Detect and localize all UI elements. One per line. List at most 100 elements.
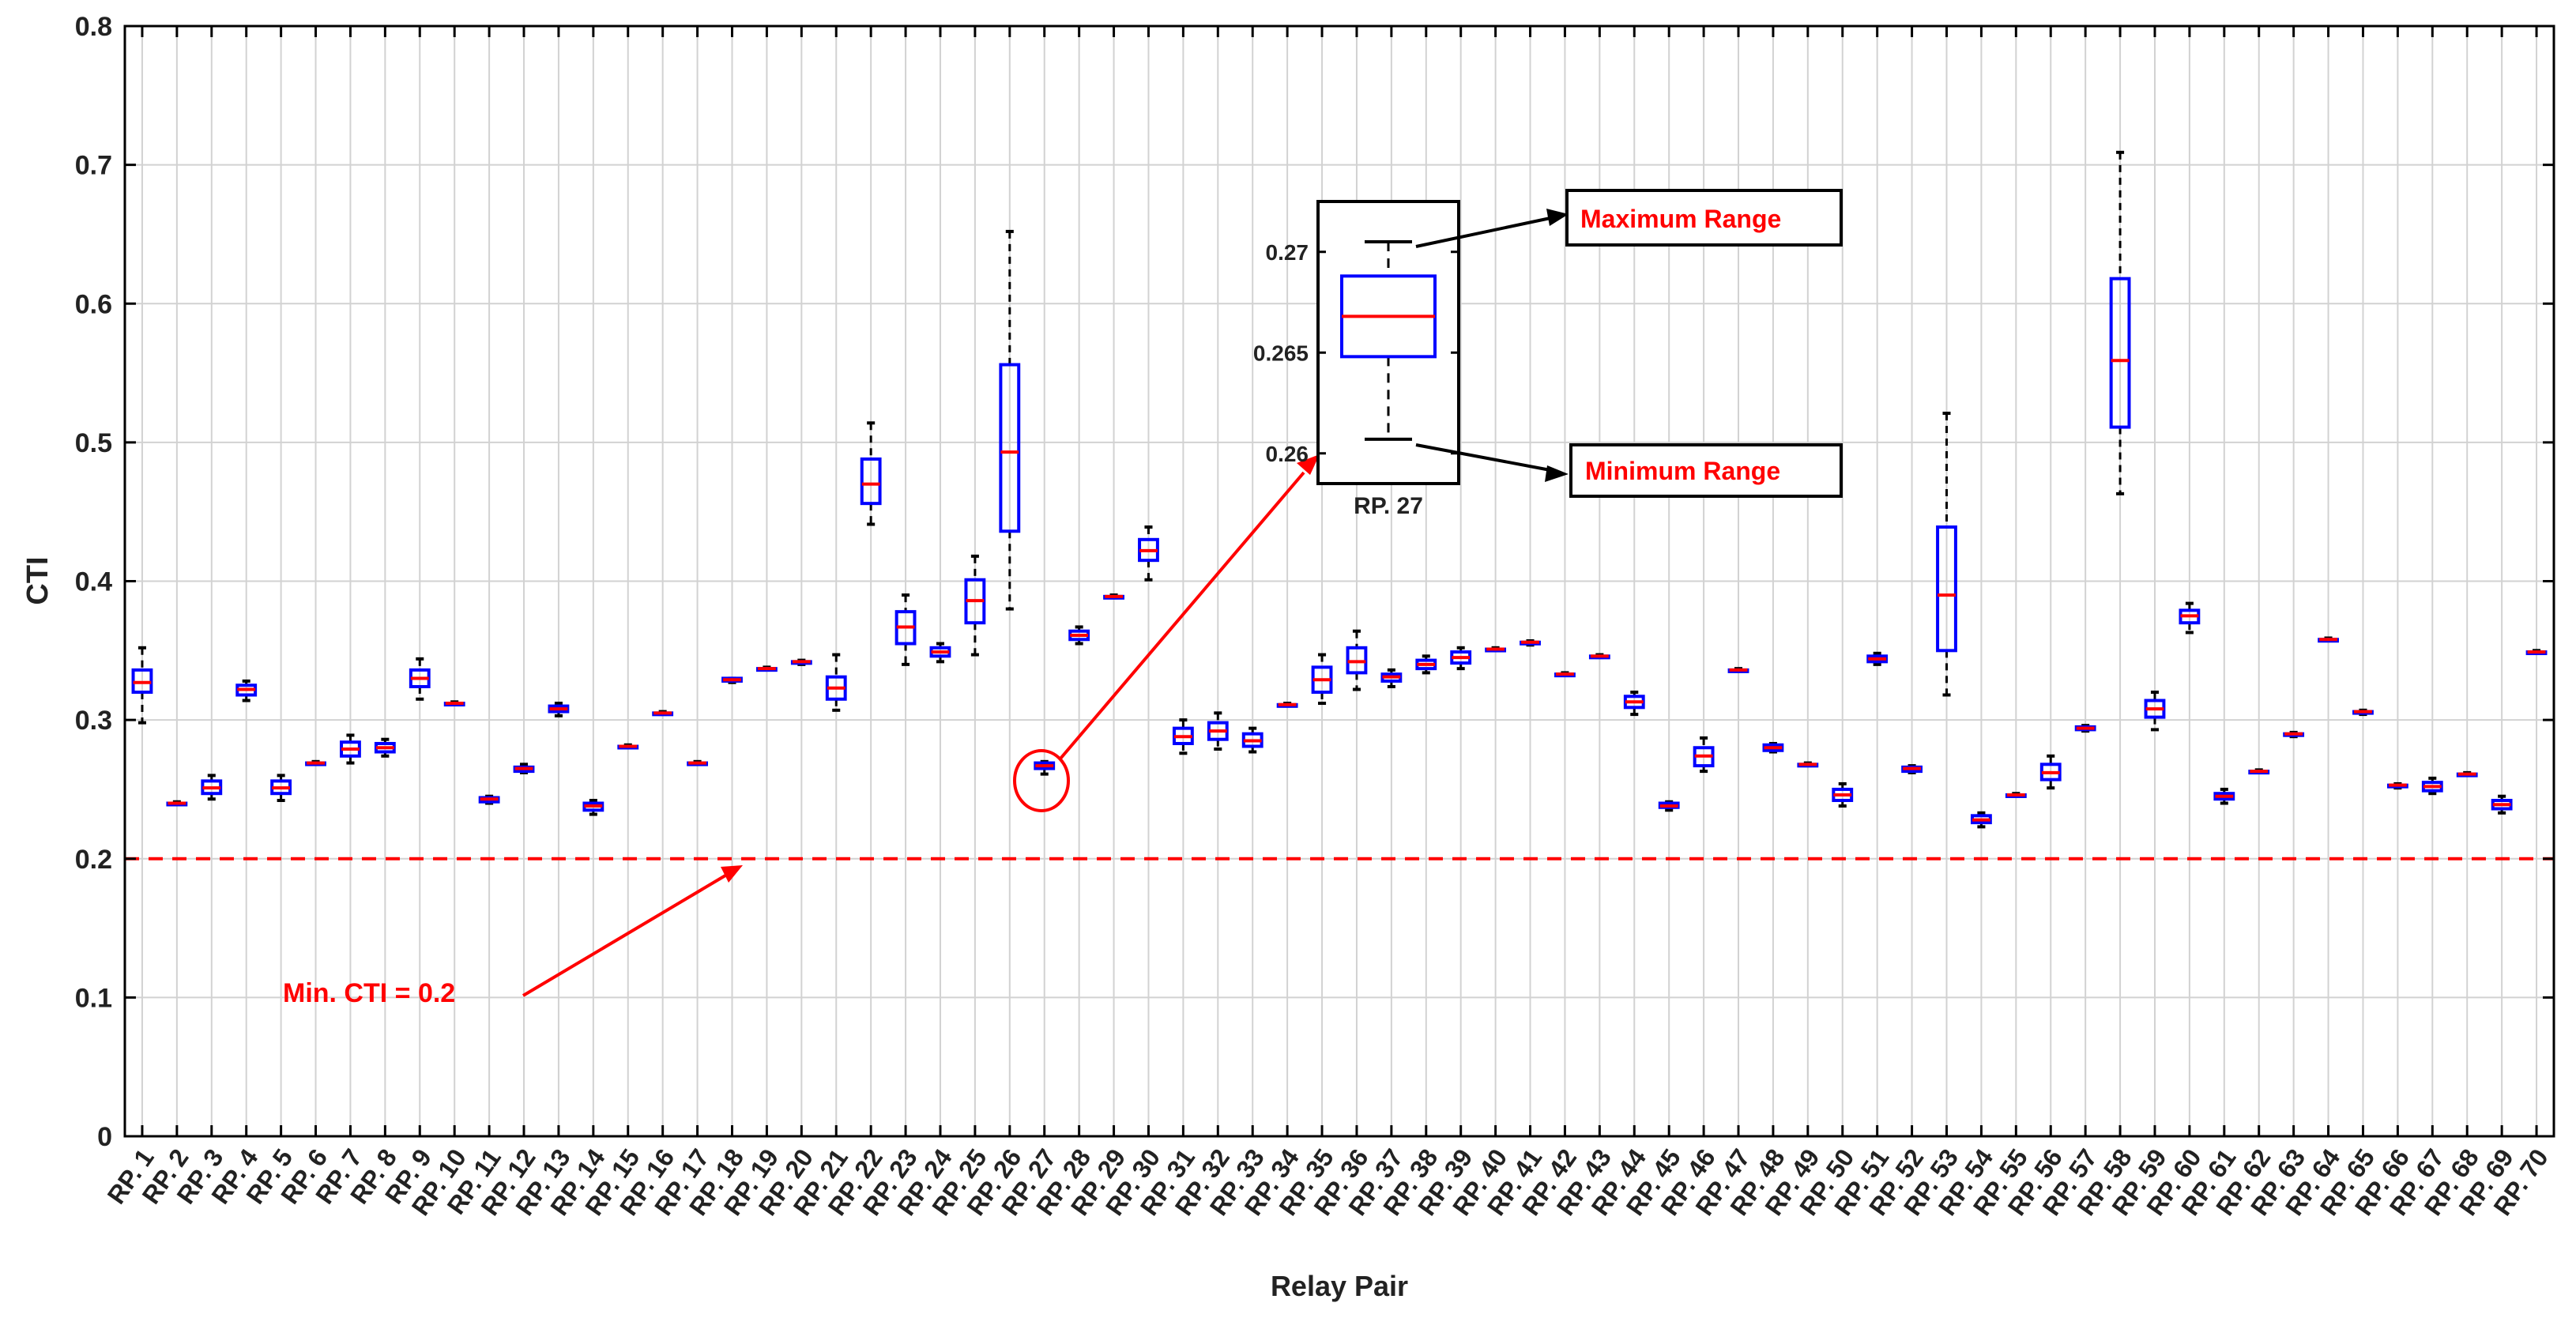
- box-24: [929, 642, 951, 664]
- box-36: [1346, 629, 1368, 691]
- box-19: [755, 665, 778, 672]
- box-61: [2213, 787, 2235, 805]
- box-21: [825, 653, 847, 712]
- y-tick-label: 0.3: [75, 706, 112, 736]
- box-30: [1138, 525, 1159, 582]
- box-65: [2352, 708, 2374, 717]
- box-35: [1311, 653, 1333, 706]
- inset-tick-label: 0.26: [1266, 442, 1309, 466]
- threshold-pointer-arrowhead: [721, 865, 743, 883]
- max-range-callout-box: [1565, 189, 1843, 247]
- box-48: [1762, 741, 1784, 754]
- y-tick-label: 0.8: [75, 12, 112, 42]
- y-axis: 0 0.1 0.2 0.3 0.4 0.5 0.6 0.7 0.8: [75, 12, 2554, 1152]
- y-axis-label: CTI: [21, 556, 55, 604]
- box-12: [513, 763, 535, 774]
- box-iqr: [860, 457, 882, 506]
- box-20: [790, 658, 812, 666]
- box-45: [1658, 800, 1680, 812]
- box-16: [652, 710, 674, 717]
- box-64: [2318, 636, 2339, 643]
- box-66: [2386, 781, 2408, 790]
- box-7: [340, 733, 361, 765]
- box-34: [1276, 702, 1298, 708]
- box-2: [166, 800, 188, 807]
- box-6: [305, 759, 326, 766]
- box-62: [2248, 768, 2270, 775]
- box-layer: [131, 150, 2548, 829]
- box-22: [860, 421, 882, 526]
- box-33: [1241, 726, 1264, 754]
- inset-box: [1340, 240, 1437, 441]
- box-18: [721, 676, 743, 684]
- box-iqr: [1936, 525, 1957, 653]
- inset-y-axis: 0.26 0.265 0.27: [1253, 240, 1459, 466]
- y-tick-label: 0.7: [75, 151, 112, 181]
- y-tick-label: 0.5: [75, 428, 112, 458]
- box-38: [1415, 654, 1437, 675]
- min-range-arrowhead: [1545, 465, 1569, 482]
- box-39: [1450, 646, 1472, 671]
- box-27: [1034, 759, 1056, 776]
- box-23: [894, 593, 917, 666]
- box-70: [2525, 649, 2548, 656]
- box-53: [1936, 411, 1957, 697]
- box-49: [1797, 761, 1819, 768]
- box-60: [2179, 601, 2201, 635]
- y-tick-label: 0.1: [75, 983, 112, 1013]
- max-range-arrowhead: [1546, 209, 1569, 226]
- min-range-arrow: [1415, 443, 1551, 472]
- box-50: [1832, 781, 1854, 808]
- box-42: [1554, 671, 1576, 678]
- box-57: [2074, 724, 2096, 733]
- box-52: [1901, 764, 1923, 774]
- box-51: [1866, 651, 1889, 666]
- box-10: [443, 700, 465, 707]
- max-range-arrow: [1415, 217, 1551, 248]
- box-iqr: [999, 363, 1021, 533]
- inset-label: RP. 27: [1354, 493, 1423, 519]
- rp27-pointer-arrow: [1059, 471, 1305, 760]
- box-29: [1103, 593, 1124, 600]
- box-26: [999, 229, 1021, 611]
- box-1: [131, 646, 153, 725]
- box-69: [2491, 794, 2513, 815]
- max-range-callout-text: Maximum Range: [1580, 205, 1781, 233]
- box-46: [1693, 736, 1715, 774]
- box-iqr: [2109, 277, 2131, 429]
- box-28: [1068, 625, 1090, 646]
- box-15: [617, 743, 639, 750]
- x-axis-label: Relay Pair: [1271, 1270, 1408, 1302]
- inset-tick-label: 0.27: [1266, 240, 1309, 265]
- box-41: [1520, 639, 1541, 647]
- inset-tick-label: 0.265: [1253, 341, 1309, 365]
- box-5: [270, 774, 292, 802]
- box-17: [687, 759, 709, 766]
- box-11: [478, 794, 500, 805]
- rp27-inset: 0.26 0.265 0.27 RP. 27: [1253, 200, 1460, 519]
- box-55: [2005, 792, 2027, 798]
- min-range-callout-box: [1569, 443, 1843, 498]
- box-31: [1172, 718, 1194, 755]
- box-40: [1485, 646, 1507, 653]
- box-56: [2039, 754, 2062, 790]
- box-67: [2421, 776, 2443, 796]
- box-13: [548, 702, 570, 717]
- y-tick-label: 0.2: [75, 845, 112, 875]
- box-44: [1623, 691, 1645, 717]
- threshold-pointer-arrow: [522, 874, 727, 997]
- box-43: [1588, 653, 1610, 660]
- min-range-callout-text: Minimum Range: [1585, 457, 1780, 485]
- box-14: [582, 798, 604, 816]
- box-25: [964, 554, 986, 657]
- box-63: [2283, 730, 2305, 739]
- box-9: [409, 657, 431, 701]
- y-tick-label: 0.4: [75, 567, 112, 597]
- y-tick-label: 0: [97, 1122, 112, 1152]
- threshold-label: Min. CTI = 0.2: [283, 978, 455, 1008]
- box-54: [1970, 811, 1992, 829]
- rp27-highlight-ellipse: [1013, 749, 1070, 812]
- box-59: [2144, 691, 2166, 732]
